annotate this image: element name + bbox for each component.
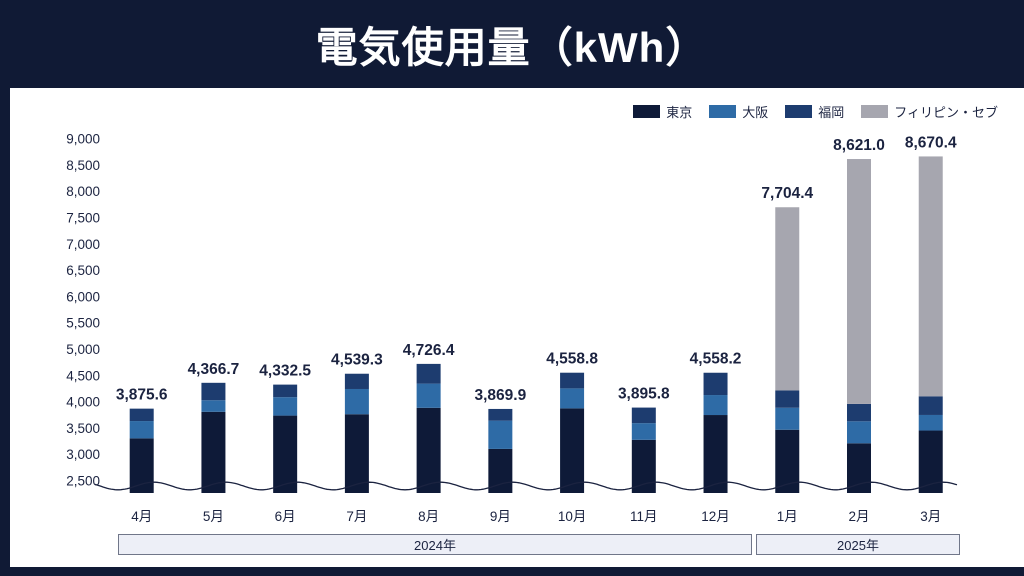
- x-axis-group-2024: 2024年: [118, 534, 752, 555]
- x-axis-label: 6月: [275, 509, 296, 524]
- x-axis-label: 9月: [490, 509, 511, 524]
- x-axis-group-2025: 2025年: [756, 534, 960, 555]
- bar-segment: [560, 408, 585, 493]
- bar-segment: [847, 403, 871, 422]
- bar-segment: [918, 396, 943, 415]
- y-axis-tick-label: 8,000: [66, 184, 100, 199]
- bar-segment: [273, 397, 298, 416]
- bar-segment: [344, 414, 369, 493]
- bar-segment: [129, 421, 154, 439]
- y-axis-tick-label: 8,500: [66, 158, 100, 173]
- legend-label: 福岡: [818, 105, 845, 120]
- bar-total-label: 8,670.4: [905, 134, 957, 151]
- bar-segment: [129, 408, 154, 422]
- bar-total-label: 4,332.5: [259, 363, 311, 380]
- y-axis-tick-label: 5,500: [66, 316, 100, 331]
- bar-segment: [560, 388, 585, 409]
- axis-break-wave: [94, 481, 958, 491]
- bar-segment: [488, 420, 513, 449]
- x-axis-group-label: 2024年: [414, 538, 456, 553]
- y-axis-tick-label: 3,000: [66, 447, 100, 462]
- y-axis-tick-label: 4,000: [66, 395, 100, 410]
- bar-segment: [847, 443, 871, 493]
- bar-total-label: 3,875.6: [116, 387, 168, 404]
- x-axis-label: 11月: [630, 509, 658, 524]
- bar-segment: [775, 390, 800, 408]
- bar-total-label: 4,726.4: [403, 342, 455, 359]
- legend-swatch-philippines-cebu: [861, 105, 889, 118]
- bar-segment: [847, 159, 871, 404]
- legend-item-philippines-cebu: フィリピン・セブ: [861, 102, 998, 121]
- bar-segment: [775, 407, 800, 430]
- stacked-bar-chart: 9,000 8,500 8,000 7,500 7,000 6,500 6,000 5,500…: [66, 132, 958, 524]
- bar-segment: [631, 423, 656, 440]
- bar-total-label: 4,539.3: [331, 352, 383, 369]
- y-axis-tick-label: 7,000: [66, 237, 100, 252]
- x-axis-label: 2月: [848, 509, 869, 524]
- bar-segment: [273, 415, 298, 493]
- bar-total-label: 4,558.8: [546, 351, 598, 368]
- y-axis-tick-label: 7,500: [66, 211, 100, 226]
- bar-segment: [344, 388, 369, 415]
- bar-segment: [201, 400, 226, 412]
- y-axis-tick-label: 4,500: [66, 368, 100, 383]
- bar-segment: [918, 156, 943, 397]
- x-axis-label: 1月: [777, 509, 798, 524]
- bar-segment: [631, 407, 656, 424]
- legend-item-osaka: 大阪: [709, 102, 768, 121]
- bar-segment: [775, 207, 800, 391]
- bar-segment: [703, 415, 728, 493]
- bar-segment: [560, 372, 585, 389]
- bar-segment: [918, 414, 943, 431]
- y-axis-tick-label: 6,500: [66, 263, 100, 278]
- bar-total-label: 4,366.7: [188, 361, 240, 378]
- x-axis-group-label: 2025年: [837, 538, 879, 553]
- bar-segment: [416, 363, 441, 384]
- bar-segment: [847, 421, 871, 444]
- x-axis-label: 5月: [203, 509, 224, 524]
- chart-legend: 東京 大阪 福岡 フィリピン・セブ: [633, 102, 998, 121]
- bar-segment: [703, 372, 728, 396]
- title-bar: 電気使用量（kWh）: [0, 0, 1024, 88]
- bar-total-label: 7,704.4: [761, 185, 813, 202]
- bar-segment: [416, 383, 441, 408]
- legend-item-tokyo: 東京: [633, 102, 692, 121]
- x-axis-label: 4月: [131, 509, 152, 524]
- bar-segment: [703, 395, 728, 416]
- bar-total-label: 3,895.8: [618, 386, 670, 403]
- legend-label: 大阪: [742, 105, 769, 120]
- page-title: 電気使用量（kWh）: [315, 23, 709, 71]
- y-axis-tick-label: 3,500: [66, 421, 100, 436]
- legend-swatch-osaka: [709, 105, 737, 118]
- legend-swatch-tokyo: [633, 105, 661, 118]
- x-axis-label: 3月: [920, 509, 941, 524]
- bar-segment: [201, 411, 226, 493]
- legend-swatch-fukuoka: [785, 105, 813, 118]
- y-axis-tick-label: 5,000: [66, 342, 100, 357]
- bar-segment: [631, 439, 656, 493]
- y-axis-tick-label: 9,000: [66, 132, 100, 147]
- bar-segment: [201, 382, 226, 401]
- bar-segment: [488, 408, 513, 421]
- legend-label: フィリピン・セブ: [894, 105, 998, 120]
- legend-item-fukuoka: 福岡: [785, 102, 844, 121]
- x-axis-label: 8月: [418, 509, 439, 524]
- bar-total-label: 4,558.2: [690, 351, 742, 368]
- y-axis-tick-label: 2,500: [66, 474, 100, 489]
- bar-segment: [344, 373, 369, 389]
- bar-total-label: 3,869.9: [474, 387, 526, 404]
- bar-segment: [488, 448, 513, 493]
- x-axis-label: 7月: [346, 509, 367, 524]
- x-axis-label: 10月: [558, 509, 587, 524]
- bar-segment: [416, 407, 441, 493]
- y-axis-tick-label: 6,000: [66, 289, 100, 304]
- bar-segment: [273, 384, 298, 398]
- x-axis-label: 12月: [701, 509, 730, 524]
- chart-panel: 東京 大阪 福岡 フィリピン・セブ 9,000 8,500 8,000 7,500 7,…: [10, 88, 1024, 567]
- legend-label: 東京: [666, 105, 693, 120]
- bar-total-label: 8,621.0: [833, 137, 885, 154]
